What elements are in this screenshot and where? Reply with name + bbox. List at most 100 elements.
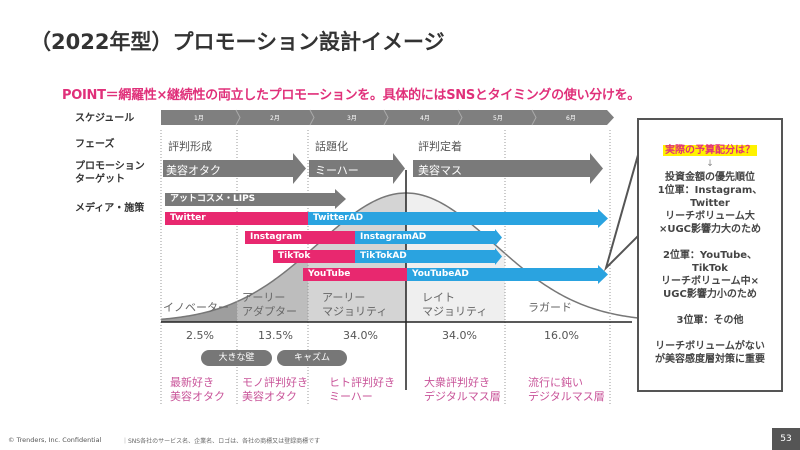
twitter-arrow-head xyxy=(598,209,608,228)
persona-line: 最新好き xyxy=(170,376,214,389)
callout-line xyxy=(639,327,781,340)
callout-line: リーチボリューム中× xyxy=(660,276,760,287)
bell-curve-line xyxy=(160,192,640,321)
media-bar-cosme: アットコスメ・LIPS xyxy=(165,193,336,206)
pct-innovator: 2.5% xyxy=(186,329,214,342)
row-label-schedule: スケジュール xyxy=(75,113,135,124)
trademark-notice: ｜SNS各社のサービス名、企業名、ロゴは、各社の商標又は登録商標です xyxy=(122,438,321,445)
adoption-region-1 xyxy=(161,301,237,322)
row-label-promo-2: ターゲット xyxy=(75,174,125,185)
adoption-region-2 xyxy=(237,252,308,322)
month-4: 4月 xyxy=(420,115,430,122)
callout-line: 3位軍：その他 xyxy=(676,315,744,326)
row-label-phase: フェーズ xyxy=(75,139,115,150)
segment-label: アーリー xyxy=(242,291,286,304)
pct-early-adopter: 13.5% xyxy=(258,329,293,342)
pill-big-wall: 大きな壁 xyxy=(201,350,272,366)
callout-line: ×UGC影響力大のため xyxy=(658,224,762,235)
callout-line: TikTok xyxy=(692,263,728,274)
tiktok-arrow-head xyxy=(495,248,502,265)
callout-line xyxy=(639,236,781,249)
media-bar-youtube: YouTube xyxy=(303,268,407,281)
target-2: ミーハー xyxy=(315,164,359,177)
persona-line: モノ評判好き xyxy=(242,376,308,389)
schedule-chevrons xyxy=(235,109,537,126)
month-5: 5月 xyxy=(493,115,503,122)
persona-line: デジタルマス層 xyxy=(424,390,501,403)
target-arrow-1 xyxy=(163,153,306,184)
persona-line: ヒト評判好き xyxy=(329,376,395,389)
segment-label: ラガード xyxy=(528,301,572,314)
persona-line: 大衆評判好き xyxy=(424,376,490,389)
row-label-media: メディア・施策 xyxy=(75,203,145,214)
persona-line: デジタルマス層 xyxy=(528,390,605,403)
segment-label: レイト xyxy=(422,291,455,304)
callout-line: 投資金額の優先順位 xyxy=(665,172,755,183)
instagram-arrow-head xyxy=(495,229,502,246)
month-1: 1月 xyxy=(194,115,204,122)
persona-1: 最新好き 美容オタク xyxy=(170,376,225,404)
pct-early-majority: 34.0% xyxy=(343,329,378,342)
callout-line: 2位軍：YouTube、 xyxy=(662,250,758,261)
month-3: 3月 xyxy=(347,115,357,122)
callout-lines: 投資金額の優先順位 1位軍：Instagram、 Twitter リーチボリューム大 ×… xyxy=(639,171,781,366)
budget-callout: 実際の予算配分は？ ↓ 投資金額の優先順位 1位軍：Instagram、 Twitt… xyxy=(637,118,783,392)
persona-line: 美容オタク xyxy=(242,390,297,403)
persona-4: 大衆評判好き デジタルマス層 xyxy=(424,376,501,404)
segment-laggard: ラガード xyxy=(528,301,572,315)
page-number: 53 xyxy=(772,428,800,450)
media-bar-instagram-ad: InstagramAD xyxy=(355,231,496,244)
page-title: （2022年型）プロモーション設計イメージ xyxy=(30,30,445,54)
media-bar-instagram: Instagram xyxy=(245,231,355,244)
persona-3: ヒト評判好き ミーハー xyxy=(329,376,395,404)
target-arrow-2 xyxy=(309,153,405,184)
youtube-arrow-head xyxy=(598,265,608,284)
target-arrow-3 xyxy=(413,153,603,184)
down-arrow-icon: ↓ xyxy=(706,159,714,169)
copyright: © Trenders, Inc. Confidential xyxy=(8,436,102,444)
cosme-arrow-head xyxy=(335,189,346,209)
persona-line: 流行に鈍い xyxy=(528,376,583,389)
media-bar-tiktok: TikTok xyxy=(273,250,355,263)
target-1: 美容オタク xyxy=(166,164,221,177)
segment-label: アーリー xyxy=(322,291,366,304)
callout-heading: 実際の予算配分は？ xyxy=(663,145,757,156)
segment-label: マジョリティ xyxy=(322,305,388,318)
callout-line: リーチボリュームがない xyxy=(655,341,765,352)
persona-5: 流行に鈍い デジタルマス層 xyxy=(528,376,605,404)
callout-line: が美容感度層対策に重要 xyxy=(655,354,765,365)
row-label-promo: プロモーション ターゲット xyxy=(75,160,145,186)
phase-1: 評判形成 xyxy=(168,140,212,153)
callout-line: Twitter xyxy=(690,198,730,209)
callout-line xyxy=(639,301,781,314)
pct-late-majority: 34.0% xyxy=(442,329,477,342)
persona-line: 美容オタク xyxy=(170,390,225,403)
segment-label: アダプター xyxy=(242,305,297,318)
media-bar-tiktok-ad: TikTokAD xyxy=(355,250,496,263)
row-label-promo-1: プロモーション xyxy=(75,161,145,172)
segment-late-majority: レイト マジョリティ xyxy=(422,291,487,319)
callout-line: リーチボリューム大 xyxy=(665,211,755,222)
media-bar-youtube-ad: YouTubeAD xyxy=(407,268,599,281)
phase-3: 評判定着 xyxy=(418,140,462,153)
segment-early-majority: アーリー マジョリティ xyxy=(322,291,387,319)
callout-line: 1位軍：Instagram、 xyxy=(657,185,763,196)
segment-early-adopter: アーリー アダプター xyxy=(242,291,297,319)
callout-line: UGC影響力小のため xyxy=(663,289,757,300)
month-6: 6月 xyxy=(566,115,576,122)
point-statement: POINT＝網羅性×継続性の両立したプロモーションを。具体的にはSNSとタイミン… xyxy=(62,88,641,103)
segment-label: マジョリティ xyxy=(422,305,488,318)
month-2: 2月 xyxy=(270,115,280,122)
segment-innovator: イノベーター xyxy=(163,301,229,315)
persona-line: ミーハー xyxy=(329,390,373,403)
pct-laggard: 16.0% xyxy=(544,329,579,342)
media-bar-twitter-ad: TwitterAD xyxy=(308,212,599,225)
phase-2: 話題化 xyxy=(315,140,348,153)
segment-label: イノベーター xyxy=(163,301,229,314)
callout-pointer xyxy=(603,154,639,272)
persona-2: モノ評判好き 美容オタク xyxy=(242,376,308,404)
target-3: 美容マス xyxy=(418,164,462,177)
pill-chasm: キャズム xyxy=(277,350,347,366)
media-bar-twitter: Twitter xyxy=(165,212,308,225)
